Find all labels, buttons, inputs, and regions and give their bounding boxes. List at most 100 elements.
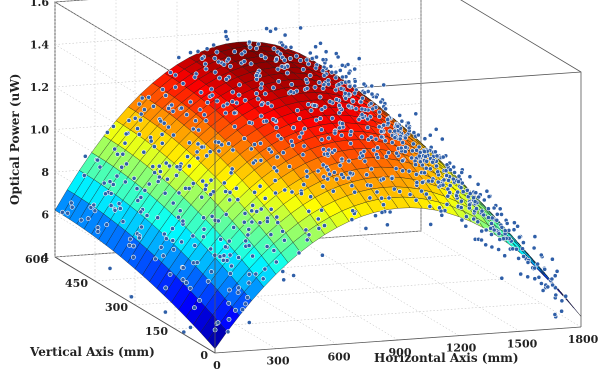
data-point xyxy=(155,179,161,184)
data-point xyxy=(352,78,358,84)
data-point xyxy=(231,110,237,116)
data-point xyxy=(205,100,210,105)
data-point xyxy=(376,114,382,119)
data-point xyxy=(246,226,252,232)
data-point xyxy=(328,63,334,69)
data-point xyxy=(386,150,391,156)
data-point xyxy=(298,25,303,31)
data-point xyxy=(273,190,278,196)
data-point xyxy=(481,212,487,218)
data-point xyxy=(180,265,186,271)
data-point xyxy=(229,99,235,105)
data-point xyxy=(391,186,397,192)
data-point xyxy=(258,85,264,91)
data-point xyxy=(437,205,442,211)
data-point xyxy=(479,237,484,243)
data-point xyxy=(336,103,342,108)
data-point xyxy=(491,205,497,211)
data-point xyxy=(313,65,319,71)
data-point xyxy=(204,153,210,159)
data-point xyxy=(467,191,473,196)
data-point xyxy=(539,281,544,286)
data-point xyxy=(525,259,531,265)
data-point xyxy=(230,89,236,95)
data-point xyxy=(241,136,247,141)
data-point xyxy=(289,82,295,87)
z-tick-label: 1.0 xyxy=(30,124,49,137)
data-point xyxy=(186,163,192,169)
data-point xyxy=(246,243,252,248)
data-point xyxy=(195,155,201,161)
data-point xyxy=(419,188,424,194)
data-point xyxy=(381,202,386,208)
data-point xyxy=(373,94,379,100)
data-point xyxy=(155,215,161,221)
data-point xyxy=(432,149,438,155)
data-point xyxy=(254,73,259,78)
data-point xyxy=(386,195,392,201)
data-point xyxy=(268,28,273,34)
data-point xyxy=(337,68,343,73)
data-point xyxy=(353,106,359,112)
data-point xyxy=(151,103,156,109)
data-point xyxy=(92,208,98,214)
data-point xyxy=(365,116,370,122)
z-tick-label: 4 xyxy=(41,251,49,264)
data-point xyxy=(116,201,122,206)
data-point xyxy=(191,305,197,311)
data-point xyxy=(120,219,126,224)
data-point xyxy=(532,234,538,239)
data-point xyxy=(518,271,524,277)
data-point xyxy=(221,103,226,109)
data-point xyxy=(146,94,152,100)
fitted-surface xyxy=(54,41,582,350)
data-point xyxy=(300,152,306,158)
data-point xyxy=(170,200,176,206)
data-point xyxy=(271,46,277,52)
data-point xyxy=(264,26,269,31)
data-point xyxy=(280,228,285,234)
data-point xyxy=(287,56,293,61)
data-point xyxy=(183,280,189,286)
data-point xyxy=(231,224,237,230)
data-point xyxy=(209,213,215,219)
data-point xyxy=(346,70,352,76)
data-point xyxy=(203,66,209,72)
data-point xyxy=(494,217,500,223)
data-point xyxy=(138,117,143,123)
data-point xyxy=(459,170,465,175)
data-point xyxy=(164,176,170,182)
data-point xyxy=(132,115,138,121)
data-point xyxy=(435,169,441,175)
data-point xyxy=(197,297,202,303)
data-point xyxy=(157,169,163,174)
data-point xyxy=(306,208,312,214)
data-point xyxy=(476,194,482,200)
data-point xyxy=(150,164,156,169)
data-point xyxy=(542,266,548,272)
data-point xyxy=(517,234,522,240)
data-point xyxy=(553,285,558,291)
data-point xyxy=(103,191,108,197)
data-point xyxy=(232,307,238,313)
data-point xyxy=(226,300,232,306)
data-point xyxy=(65,210,71,216)
data-point xyxy=(288,89,294,95)
data-point xyxy=(258,206,264,212)
data-point xyxy=(158,118,164,124)
data-point xyxy=(262,55,268,61)
data-point xyxy=(269,103,274,109)
data-point xyxy=(316,80,322,85)
data-point xyxy=(130,254,136,260)
data-point xyxy=(521,253,526,259)
data-point xyxy=(97,164,103,170)
data-point xyxy=(339,121,345,126)
data-point xyxy=(136,131,142,137)
x-tick-label: 600 xyxy=(328,350,351,363)
data-point xyxy=(227,63,233,69)
data-point xyxy=(334,97,339,102)
data-point xyxy=(397,136,403,142)
data-point xyxy=(212,69,218,75)
data-point xyxy=(538,252,544,258)
